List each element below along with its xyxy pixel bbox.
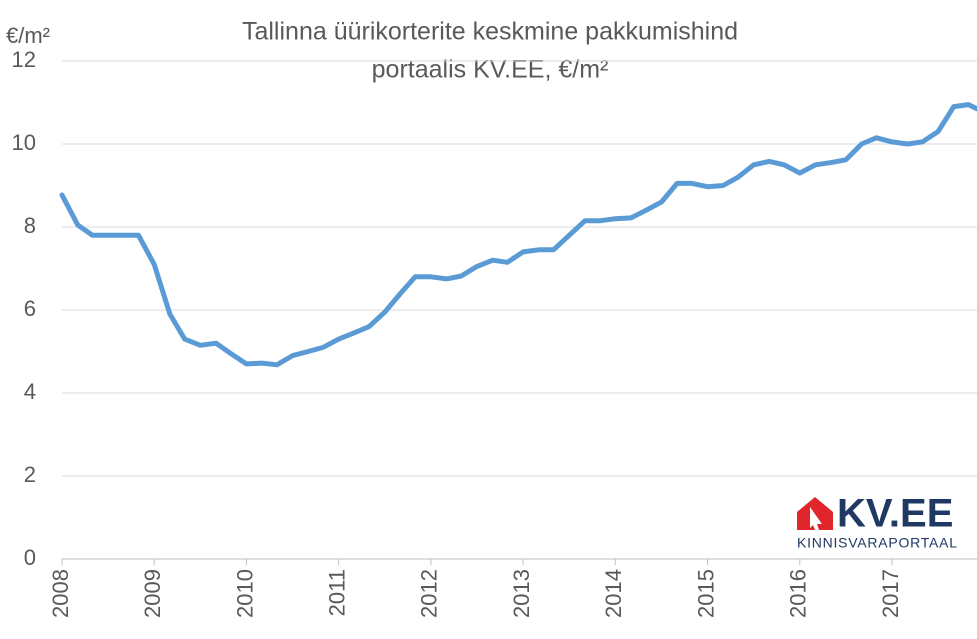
y-tick-label: 6 [24, 296, 36, 321]
logo-icon [797, 497, 833, 530]
logo-tagline: KINNISVARAPORTAAL [797, 535, 957, 551]
y-tick-label: 2 [24, 462, 36, 487]
y-tick-label: 10 [12, 130, 36, 155]
x-tick-label: 2011 [324, 569, 349, 616]
data-line [59, 102, 977, 368]
chart-title: portaalis KV.EE, €/m² [372, 56, 609, 84]
chart-title: Tallinna üürikorterite keskmine pakkumis… [242, 18, 738, 46]
y-tick-label: 4 [24, 379, 36, 404]
y-tick-label: 12 [12, 47, 36, 72]
x-tick-label: 2015 [693, 569, 718, 618]
logo-cursor [810, 507, 822, 530]
x-tick-label: 2017 [878, 569, 903, 618]
y-tick-label: 0 [24, 545, 36, 570]
x-tick-label: 2010 [232, 569, 257, 618]
x-tick-label: 2014 [601, 569, 626, 618]
x-tick-label: 2013 [509, 569, 534, 618]
x-tick-label: 2016 [786, 569, 811, 618]
logo: KV.EE KINNISVARAPORTAAL [797, 492, 957, 551]
logo-name: KV.EE [837, 492, 953, 536]
x-tick-label: 2009 [140, 569, 165, 618]
y-axis-label: €/m² [6, 23, 50, 48]
y-tick-label: 8 [24, 213, 36, 238]
x-tick-label: 2012 [417, 569, 442, 618]
x-tick-label: 2008 [48, 569, 73, 618]
